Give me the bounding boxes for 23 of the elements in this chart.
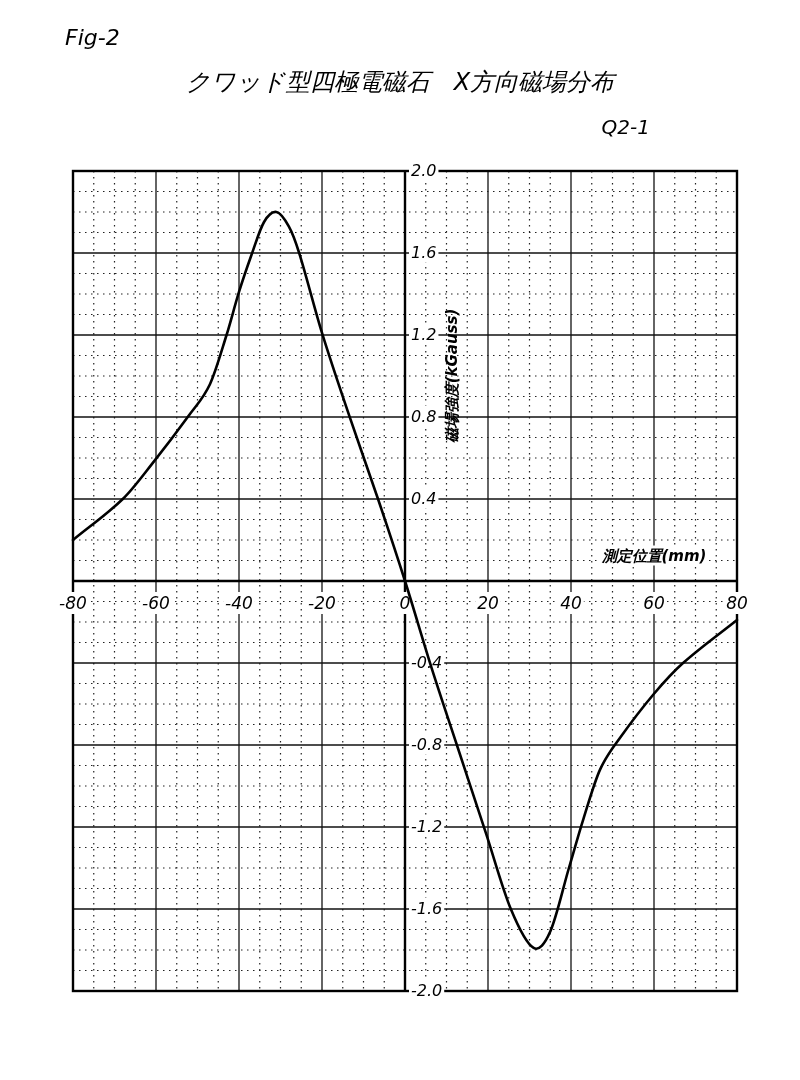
x-tick-label: -80: [59, 593, 87, 613]
y-tick-label: 0.4: [411, 488, 437, 508]
y-tick-label: -2.0: [411, 980, 443, 1000]
x-tick-label: 40: [560, 593, 582, 613]
x-tick-label: 20: [477, 593, 499, 613]
x-tick-label: -40: [225, 593, 253, 613]
y-tick-label: 2.0: [411, 160, 437, 180]
text: Fig-2: [65, 25, 120, 50]
x-tick-label: 60: [643, 593, 665, 613]
chart-title: クワッド型四極電磁石 X方向磁場分布: [185, 68, 618, 96]
x-tick-label: -20: [308, 593, 336, 613]
y-tick-label: 1.6: [411, 242, 437, 262]
x-axis-title: 測定位置(mm): [600, 546, 707, 565]
text: Q2-1: [601, 115, 650, 139]
y-tick-label: -0.8: [411, 734, 443, 754]
x-tick-label: -60: [142, 593, 170, 613]
x-tick-label: 0: [399, 593, 411, 613]
y-tick-label: 0.8: [411, 406, 437, 426]
y-tick-label: -1.6: [411, 898, 443, 918]
y-tick-label: 1.2: [411, 324, 437, 344]
x-tick-label: 80: [726, 593, 748, 613]
y-tick-label: -1.2: [411, 816, 443, 836]
y-axis-title: 磁場強度(kGauss): [443, 308, 461, 444]
